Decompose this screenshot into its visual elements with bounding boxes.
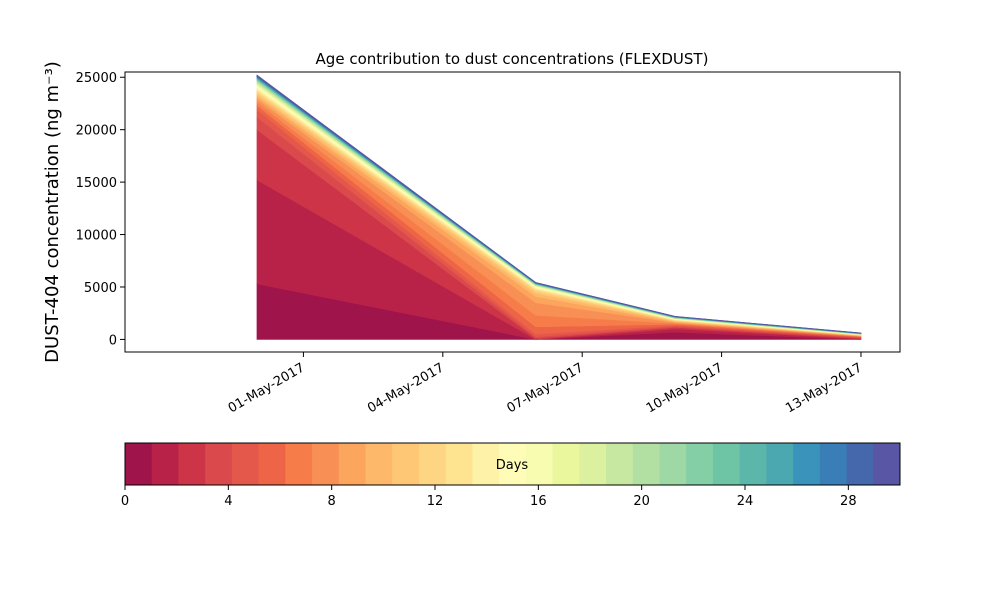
colorbar-swatch	[579, 443, 607, 485]
colorbar-tick-label: 12	[427, 494, 444, 509]
x-tick-label: 10-May-2017	[644, 360, 726, 416]
colorbar-swatch	[472, 443, 500, 485]
colorbar-swatch	[418, 443, 447, 485]
colorbar-swatch	[686, 443, 714, 485]
colorbar-swatch	[766, 443, 794, 485]
colorbar-swatch	[365, 443, 393, 485]
colorbar-swatch	[632, 443, 660, 485]
colorbar-swatch	[285, 443, 313, 485]
colorbar-swatch	[258, 443, 286, 485]
colorbar-swatch	[231, 443, 260, 485]
colorbar-tick-label: 16	[530, 494, 547, 509]
colorbar-swatch	[606, 443, 634, 485]
colorbar-swatch	[499, 443, 527, 485]
colorbar-ticks: 0 4 8 12 16 20 24 28	[121, 485, 857, 509]
colorbar-frame	[124, 442, 901, 486]
colorbar-swatch	[151, 443, 179, 485]
colorbar-tick-label: 8	[328, 494, 336, 509]
colorbar-tick-label: 20	[633, 494, 650, 509]
y-axis-ticks: 0 5000 10000 15000 20000 25000	[76, 71, 125, 348]
x-tick-label: 13-May-2017	[783, 360, 865, 416]
colorbar-swatch	[338, 443, 367, 485]
colorbar-tick-label: 28	[840, 494, 857, 509]
colorbar-swatch	[793, 443, 821, 485]
colorbar-swatch	[525, 443, 554, 485]
colorbar-swatch	[445, 443, 473, 485]
colorbar-swatch	[739, 443, 767, 485]
colorbar-tick-label: 4	[224, 494, 232, 509]
colorbar-swatch	[712, 443, 741, 485]
x-tick-label: 07-May-2017	[505, 360, 587, 416]
y-tick-label: 25000	[76, 71, 117, 86]
x-tick-label: 04-May-2017	[365, 360, 447, 416]
colorbar-tick-label: 24	[737, 494, 754, 509]
colorbar-swatch	[552, 443, 580, 485]
y-tick-label: 10000	[76, 229, 117, 244]
x-axis-ticks: 01-May-2017 04-May-2017 07-May-2017 10-May-…	[226, 352, 865, 416]
colorbar-swatch	[873, 443, 901, 485]
y-axis-label: DUST-404 concentration (ng m⁻³)	[42, 61, 63, 363]
y-tick-label: 20000	[76, 124, 117, 139]
y-tick-label: 15000	[76, 176, 117, 191]
colorbar-swatch	[846, 443, 874, 485]
y-tick-label: 0	[109, 333, 117, 348]
stacked-area-layers	[256, 74, 862, 340]
chart-title: Age contribution to dust concentrations …	[316, 50, 709, 68]
colorbar-swatch	[819, 443, 848, 485]
colorbar	[125, 443, 901, 485]
y-tick-label: 5000	[84, 281, 117, 296]
colorbar-label: Days	[496, 458, 529, 473]
colorbar-swatch	[659, 443, 687, 485]
colorbar-tick-label: 0	[121, 494, 129, 509]
colorbar-swatch	[312, 443, 340, 485]
colorbar-swatch	[205, 443, 233, 485]
area-layer-day-29	[256, 74, 862, 334]
colorbar-swatch	[178, 443, 206, 485]
x-tick-label: 01-May-2017	[226, 360, 308, 416]
colorbar-swatch	[392, 443, 420, 485]
plot-frame	[124, 71, 901, 353]
colorbar-swatch	[125, 443, 153, 485]
